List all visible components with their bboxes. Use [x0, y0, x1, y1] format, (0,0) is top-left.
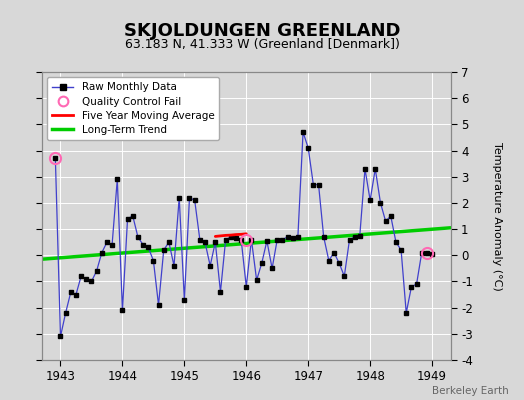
Y-axis label: Temperature Anomaly (°C): Temperature Anomaly (°C) [493, 142, 503, 290]
Text: 63.183 N, 41.333 W (Greenland [Denmark]): 63.183 N, 41.333 W (Greenland [Denmark]) [125, 38, 399, 51]
Text: SKJOLDUNGEN GREENLAND: SKJOLDUNGEN GREENLAND [124, 22, 400, 40]
Legend: Raw Monthly Data, Quality Control Fail, Five Year Moving Average, Long-Term Tren: Raw Monthly Data, Quality Control Fail, … [47, 77, 220, 140]
Text: Berkeley Earth: Berkeley Earth [432, 386, 508, 396]
